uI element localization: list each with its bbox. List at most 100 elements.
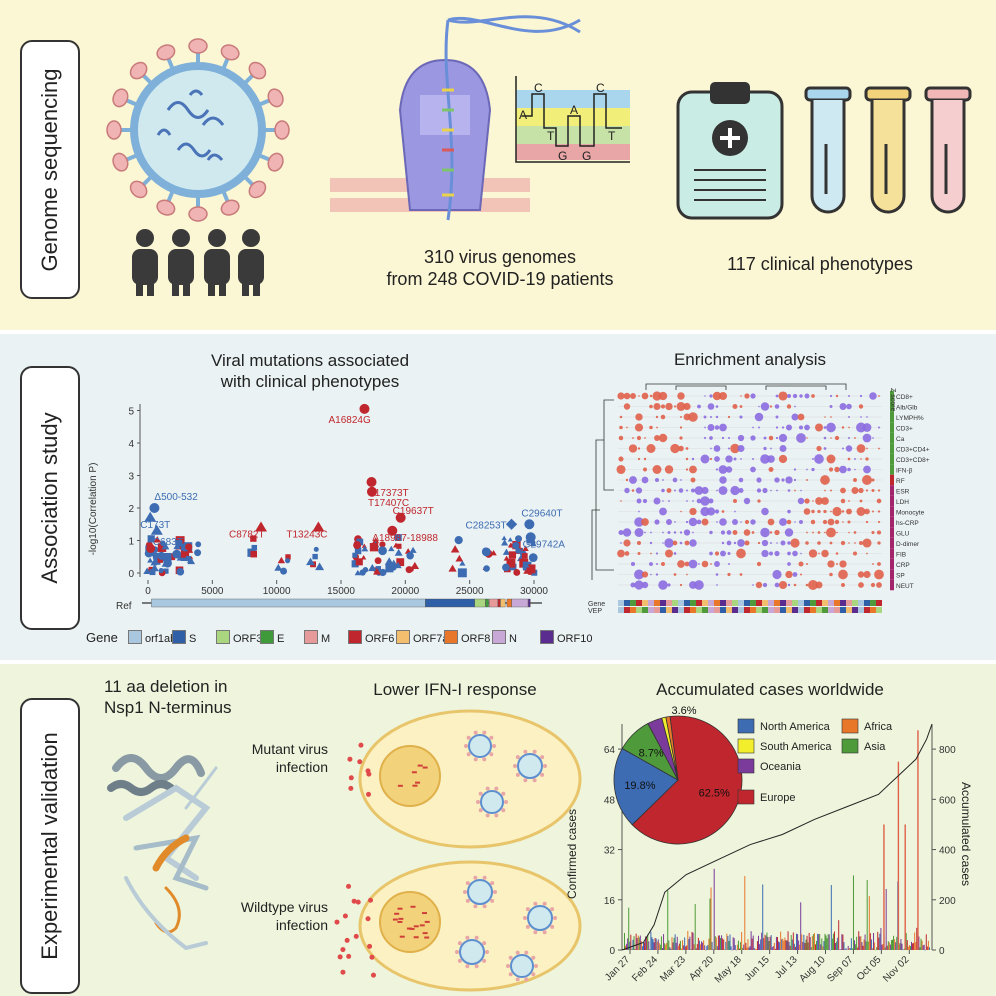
virion-spike bbox=[515, 772, 520, 777]
heatmap-dot bbox=[721, 541, 725, 545]
daily-case-bar bbox=[884, 947, 886, 950]
ifn-dot bbox=[340, 969, 346, 975]
heatmap-dot bbox=[860, 458, 862, 460]
daily-case-bar bbox=[810, 947, 812, 950]
daily-case-bar bbox=[817, 933, 819, 950]
enrichment-title: Enrichment analysis bbox=[673, 350, 827, 369]
heatmap-dot bbox=[704, 426, 706, 429]
heatmap-dot bbox=[856, 444, 866, 453]
gene-swatch bbox=[260, 630, 274, 644]
gene-annotation-cell bbox=[846, 600, 852, 606]
vep-annotation-cell bbox=[726, 607, 732, 613]
heatmap-dot bbox=[661, 488, 665, 493]
heatmap-dot bbox=[652, 391, 662, 401]
top-variant-point bbox=[312, 521, 325, 532]
variant-point bbox=[274, 563, 283, 571]
heatmap-dot bbox=[689, 465, 697, 474]
vep-annotation-cell bbox=[870, 607, 876, 613]
daily-case-bar bbox=[816, 940, 818, 950]
heatmap-dot bbox=[845, 445, 853, 452]
row-category-bar bbox=[890, 443, 894, 454]
virion-spike bbox=[533, 930, 538, 935]
heatmap-dot bbox=[774, 582, 780, 588]
vep-annotation-cell bbox=[804, 607, 810, 613]
heatmap-dot bbox=[750, 466, 756, 473]
heatmap-dot bbox=[690, 477, 696, 483]
virion-spike bbox=[523, 749, 528, 754]
variant-point bbox=[250, 550, 258, 558]
daily-case-bar bbox=[825, 935, 827, 950]
daily-case-bar bbox=[787, 931, 789, 950]
heatmap-dot bbox=[774, 529, 780, 536]
variant-point bbox=[508, 551, 517, 559]
daily-case-bar bbox=[837, 937, 839, 950]
daily-case-bar bbox=[864, 934, 866, 950]
virion-spike bbox=[490, 898, 495, 903]
daily-case-bar bbox=[797, 934, 799, 950]
daily-case-bar bbox=[850, 938, 852, 950]
virion-spike bbox=[501, 791, 506, 796]
heatmap-dot bbox=[630, 582, 636, 588]
daily-case-bar bbox=[703, 940, 705, 950]
chromatogram-letter: A bbox=[570, 103, 578, 117]
daily-case-bar bbox=[881, 944, 883, 950]
daily-case-bar bbox=[668, 940, 670, 950]
heatmap-dot bbox=[673, 531, 677, 534]
daily-case-bar bbox=[844, 949, 846, 950]
variant-point bbox=[409, 546, 417, 553]
vep-annotation-cell bbox=[708, 607, 714, 613]
daily-case-bar bbox=[823, 941, 825, 950]
daily-case-bar bbox=[755, 949, 757, 950]
daily-case-bar bbox=[754, 948, 756, 950]
daily-case-bar bbox=[801, 934, 803, 950]
virion-spike bbox=[463, 890, 467, 894]
variant-point bbox=[507, 537, 513, 542]
daily-case-bar bbox=[693, 944, 695, 950]
daily-case-bar bbox=[723, 939, 725, 950]
daily-case-bar bbox=[907, 946, 909, 950]
daily-case-bar bbox=[839, 949, 841, 951]
gene-swatch bbox=[492, 630, 506, 644]
heatmap-dot bbox=[678, 488, 684, 493]
daily-case-bar bbox=[917, 730, 919, 950]
daily-case-bar bbox=[880, 927, 882, 950]
heatmap-dot bbox=[787, 541, 791, 545]
virion-spike bbox=[543, 764, 547, 768]
gene-legend-item: S bbox=[172, 630, 196, 645]
daily-case-bar bbox=[753, 947, 755, 950]
daily-case-bar bbox=[785, 940, 787, 950]
variant-point bbox=[481, 547, 491, 557]
heatmap-dot bbox=[853, 531, 857, 534]
virion-spike bbox=[473, 757, 478, 762]
heatmap-dot bbox=[683, 529, 691, 536]
gene-annotation-cell bbox=[660, 600, 666, 606]
heatmap-dot bbox=[763, 436, 767, 440]
virion-spike bbox=[482, 875, 487, 880]
heatmap-dot bbox=[812, 500, 814, 502]
heatmap-dot bbox=[775, 436, 779, 440]
mutant-caption: Mutant virus infection bbox=[251, 741, 328, 775]
heatmap-dot bbox=[704, 395, 706, 397]
heatmap-dot bbox=[774, 550, 780, 557]
heatmap-dot bbox=[673, 405, 677, 408]
vep-annotation-cell bbox=[816, 607, 822, 613]
daily-case-bar bbox=[773, 942, 775, 950]
daily-case-bar bbox=[683, 945, 685, 950]
heatmap-dot bbox=[703, 415, 707, 419]
heatmap-dot bbox=[644, 437, 646, 439]
gene-legend-item: ORF7a bbox=[396, 630, 448, 645]
heatmap-dot bbox=[720, 530, 726, 535]
gene-annotation-cell bbox=[816, 600, 822, 606]
daily-case-bar bbox=[678, 943, 680, 950]
x-tick-label: Mar 23 bbox=[658, 954, 688, 984]
heatmap-dot bbox=[714, 551, 720, 556]
heatmap-dot bbox=[634, 517, 644, 527]
daily-case-bar bbox=[901, 943, 903, 950]
daily-case-bar bbox=[684, 937, 686, 950]
heatmap-dot bbox=[758, 426, 760, 429]
heatmap-dot bbox=[790, 538, 800, 548]
variant-point bbox=[396, 558, 405, 567]
heatmap-dot bbox=[689, 539, 697, 547]
daily-case-bar bbox=[702, 942, 704, 950]
heatmap-dot bbox=[793, 468, 797, 471]
